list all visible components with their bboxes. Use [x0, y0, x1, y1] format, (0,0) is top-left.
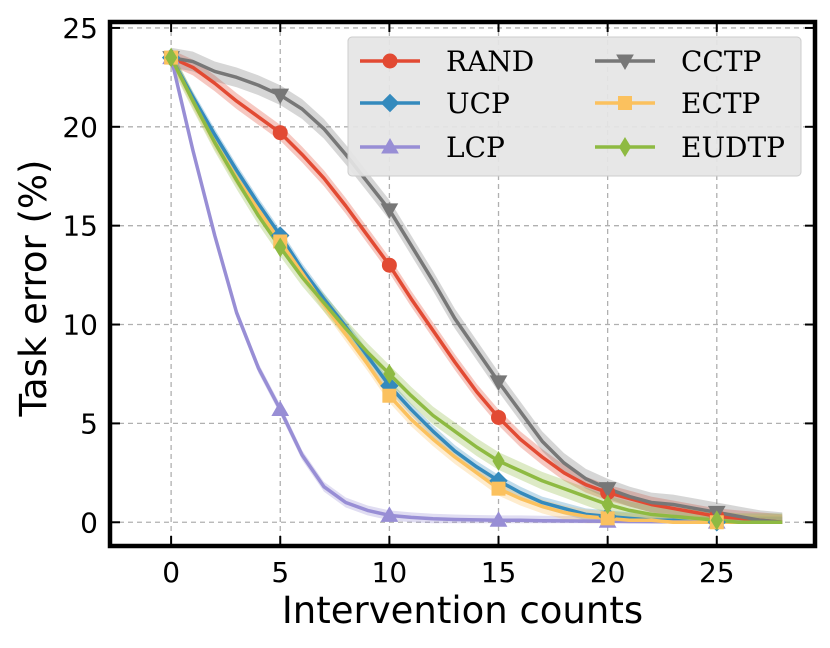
x-tick-label: 20 — [590, 556, 626, 589]
legend-label-cctp: CCTP — [681, 45, 761, 78]
point-cctp — [489, 375, 508, 391]
point-cctp — [271, 88, 290, 105]
legend: RAND UCP LCP CCTP ECTP EUDTP — [347, 36, 802, 177]
point-rand — [272, 125, 288, 141]
line-cctp — [170, 55, 783, 525]
x-tick-label: 15 — [481, 556, 517, 589]
legend-label-rand: RAND — [446, 45, 534, 78]
y-tick-label: 5 — [80, 407, 98, 440]
series-markers — [161, 47, 726, 532]
legend-marker-cctp — [616, 54, 634, 71]
point-eudtp — [601, 494, 614, 515]
series-lines — [169, 55, 783, 525]
point-ectp — [491, 481, 506, 496]
point-cctp — [380, 203, 399, 219]
legend-marker-lcp — [381, 137, 399, 154]
plot-frame — [107, 19, 818, 549]
legend-marker-ucp — [380, 93, 400, 113]
point-cctp — [598, 482, 617, 498]
point-eudtp — [492, 451, 505, 471]
point-eudtp — [165, 47, 178, 68]
x-tick-label: 10 — [372, 556, 408, 589]
axis-ticks: 0 5 10 15 20 25 0 5 10 15 20 25 — [62, 12, 815, 589]
point-lcp — [271, 400, 290, 417]
y-tick-label: 0 — [80, 506, 98, 539]
point-eudtp — [710, 510, 723, 531]
point-rand — [381, 257, 397, 273]
point-lcp — [489, 511, 508, 527]
x-tick-label: 5 — [271, 556, 289, 589]
y-axis-title: Task error (%) — [12, 160, 55, 418]
legend-label-lcp: LCP — [446, 131, 505, 164]
legend-box — [347, 36, 802, 177]
y-tick-label: 15 — [62, 210, 98, 243]
legend-marker-rand — [382, 53, 398, 69]
point-eudtp — [274, 237, 287, 258]
x-tick-label: 0 — [162, 556, 180, 589]
legend-label-ucp: UCP — [446, 87, 510, 120]
y-tick-label: 10 — [62, 309, 98, 342]
point-lcp — [380, 506, 399, 522]
legend-label-eudtp: EUDTP — [681, 131, 785, 164]
point-eudtp — [383, 364, 396, 384]
y-tick-label: 20 — [62, 111, 98, 144]
point-ectp — [382, 388, 397, 403]
legend-marker-eudtp — [618, 137, 632, 157]
point-rand — [491, 409, 507, 425]
x-axis-title: Intervention counts — [282, 589, 643, 632]
legend-marker-ectp — [618, 96, 632, 110]
line-ectp — [169, 56, 783, 525]
x-tick-label: 25 — [699, 556, 735, 589]
y-tick-label: 25 — [62, 12, 98, 45]
line-rand — [170, 55, 783, 525]
legend-label-ectp: ECTP — [681, 87, 760, 120]
